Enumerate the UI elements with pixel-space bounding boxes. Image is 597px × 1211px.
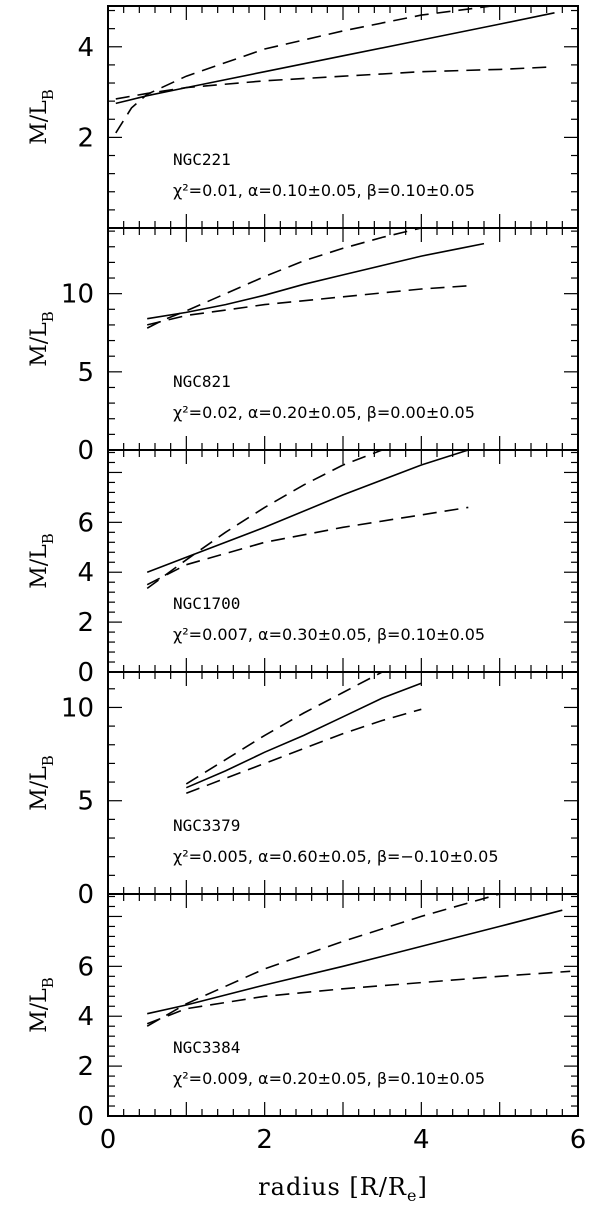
series-line-solid [185,682,422,789]
series-line-solid [147,909,563,1015]
series-line-dashed [186,708,422,795]
panel-ngc1700: 0 2 4 6 M/LB NGC1700 χ²=0.007, α=0.30±0.05, β=… [27,449,579,688]
y-tick-label: 10 [61,280,94,310]
y-tick-label: 0 [77,880,94,910]
x-axis-label: radius [R/Re] [258,1173,428,1205]
y-tick-label: 2 [77,608,94,638]
galaxy-name-label: NGC3379 [173,816,240,835]
galaxy-name-label: NGC821 [173,372,231,391]
galaxy-name-label: NGC1700 [173,594,240,613]
fit-parameters-label: χ²=0.01, α=0.10±0.05, β=0.10±0.05 [173,181,475,200]
series-line-dashed [146,893,500,1027]
series-line-dashed [146,449,383,590]
y-axis-label: M/LB [27,533,57,589]
panel-ngc3384: 0 2 4 6 M/LB NGC3384 χ²=0.009, α=0.20±0.05, β=… [27,893,587,1205]
series-line-solid [147,242,485,320]
series-line-dashed [146,227,422,329]
y-tick-label: 4 [77,558,94,588]
galaxy-name-label: NGC3384 [173,1038,240,1057]
x-tick-label: 6 [570,1125,587,1155]
series-line-dashed [146,506,469,586]
y-tick-label: 5 [77,787,94,817]
y-axis-label: M/LB [27,977,57,1033]
x-tick-label: 2 [256,1125,273,1155]
y-axis-label: M/LB [27,89,57,145]
series-line-dashed [147,285,469,326]
panel-ngc821: 0 5 10M/LB NGC821 χ²=0.02, α=0.20±0.05, β=0.… [27,227,579,466]
series-line-dashed [115,5,492,134]
y-tick-label: 5 [77,358,94,388]
y-tick-label: 0 [77,658,94,688]
y-tick-label: 10 [61,693,94,723]
series-line-dashed [146,970,571,1025]
series-line-solid [115,12,555,105]
galaxy-name-label: NGC221 [173,150,231,169]
y-tick-label: 4 [77,1002,94,1032]
series-line-dashed [115,66,547,100]
panel-ngc221: 2 4 M/LB NGC221 χ²=0.01, α=0.10±0.05, β=0.10… [27,5,579,229]
y-axis-label: M/LB [27,311,57,367]
fit-parameters-label: χ²=0.02, α=0.20±0.05, β=0.00±0.05 [173,403,475,422]
x-tick-label: 0 [100,1125,117,1155]
series-line-solid [146,449,469,573]
series-line-dashed [185,671,383,785]
fit-parameters-label: χ²=0.005, α=0.60±0.05, β=−0.10±0.05 [173,847,499,866]
fit-parameters-label: χ²=0.009, α=0.20±0.05, β=0.10±0.05 [173,1069,485,1088]
fit-parameters-label: χ²=0.007, α=0.30±0.05, β=0.10±0.05 [173,625,485,644]
y-tick-label: 0 [77,1102,94,1132]
y-tick-label: 6 [77,952,94,982]
y-tick-label: 0 [77,436,94,466]
x-tick-label: 4 [413,1125,430,1155]
y-tick-label: 4 [77,33,94,63]
y-tick-label: 2 [77,123,94,153]
y-tick-label: 6 [77,508,94,538]
y-tick-label: 2 [77,1052,94,1082]
y-axis-label: M/LB [27,755,57,811]
panel-ngc3379: 0 5 10 M/LB NGC3379 χ²=0.005, α=0.60±0.05, β=… [27,671,579,910]
